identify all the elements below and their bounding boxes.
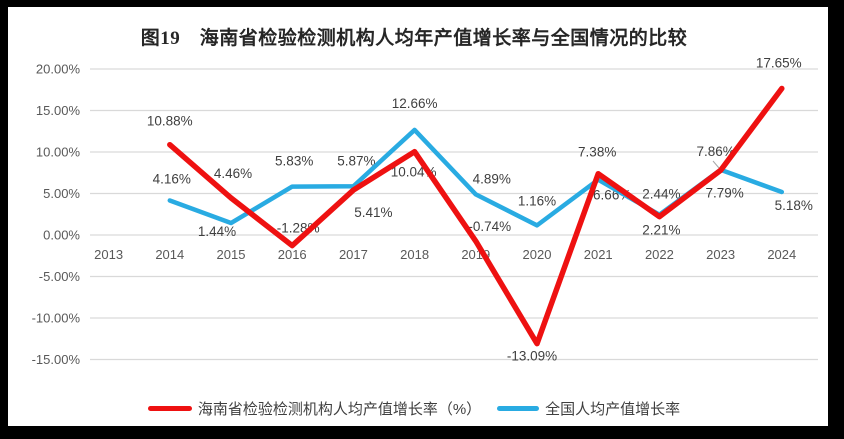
data-label: -13.09% [507, 349, 557, 364]
data-label: 4.16% [153, 171, 191, 186]
chart-card: 图19 海南省检验检测机构人均年产值增长率与全国情况的比较 海南省检验检测机构人… [8, 7, 828, 426]
label-leader-line [712, 160, 720, 169]
y-tick-label: -15.00% [32, 352, 81, 367]
legend-line-sample-red [147, 405, 192, 411]
series-line-hainan [167, 85, 785, 347]
data-label: 7.86% [696, 144, 734, 159]
data-label: 2.21% [642, 223, 680, 238]
data-label: 7.38% [578, 145, 616, 160]
x-tick-label: 2023 [706, 247, 735, 262]
x-tick-label: 2022 [645, 247, 674, 262]
legend-item-national: 全国人均产值增长率 [497, 398, 680, 419]
x-tick-label: 2016 [278, 247, 307, 262]
data-label: 5.41% [354, 205, 392, 220]
x-tick-label: 2018 [400, 247, 429, 262]
y-tick-label: 5.00% [43, 186, 80, 201]
data-label: 5.87% [337, 153, 375, 168]
chart-title: 图19 海南省检验检测机构人均年产值增长率与全国情况的比较 [140, 28, 688, 49]
legend-line-sample-blue [497, 405, 540, 411]
data-label: 7.79% [705, 185, 743, 200]
legend-label-hainan: 海南省检验检测机构人均产值增长率（%） [197, 400, 482, 418]
x-tick-label: 2021 [584, 247, 613, 262]
y-tick-label: 10.00% [36, 145, 81, 160]
data-label: 12.66% [392, 96, 438, 111]
x-tick-label: 2015 [217, 247, 246, 262]
data-label: 1.44% [198, 224, 236, 239]
x-tick-label: 2024 [767, 247, 796, 262]
data-label: 4.46% [214, 166, 252, 181]
y-tick-label: 0.00% [43, 228, 80, 243]
x-tick-label: 2014 [155, 247, 184, 262]
y-tick-label: 20.00% [36, 62, 81, 77]
data-label: 5.83% [275, 154, 313, 169]
x-tick-label: 2020 [523, 247, 552, 262]
legend-label-national: 全国人均产值增长率 [545, 400, 681, 418]
data-label: 2.44% [642, 187, 680, 202]
y-tick-label: -5.00% [39, 269, 81, 284]
data-label: 10.88% [147, 114, 193, 129]
y-tick-label: -10.00% [32, 311, 81, 326]
legend-item-hainan: 海南省检验检测机构人均产值增长率（%） [147, 398, 482, 419]
x-tick-label: 2013 [94, 247, 123, 262]
data-label: 17.65% [756, 56, 802, 71]
x-tick-label: 2017 [339, 247, 368, 262]
y-tick-label: 15.00% [36, 103, 81, 118]
data-label: 1.16% [518, 193, 556, 208]
data-label: 5.18% [775, 198, 813, 213]
data-label: -0.74% [468, 219, 511, 234]
data-label: 4.89% [473, 171, 511, 186]
chart-legend: 海南省检验检测机构人均产值增长率（%） 全国人均产值增长率 [16, 395, 812, 421]
